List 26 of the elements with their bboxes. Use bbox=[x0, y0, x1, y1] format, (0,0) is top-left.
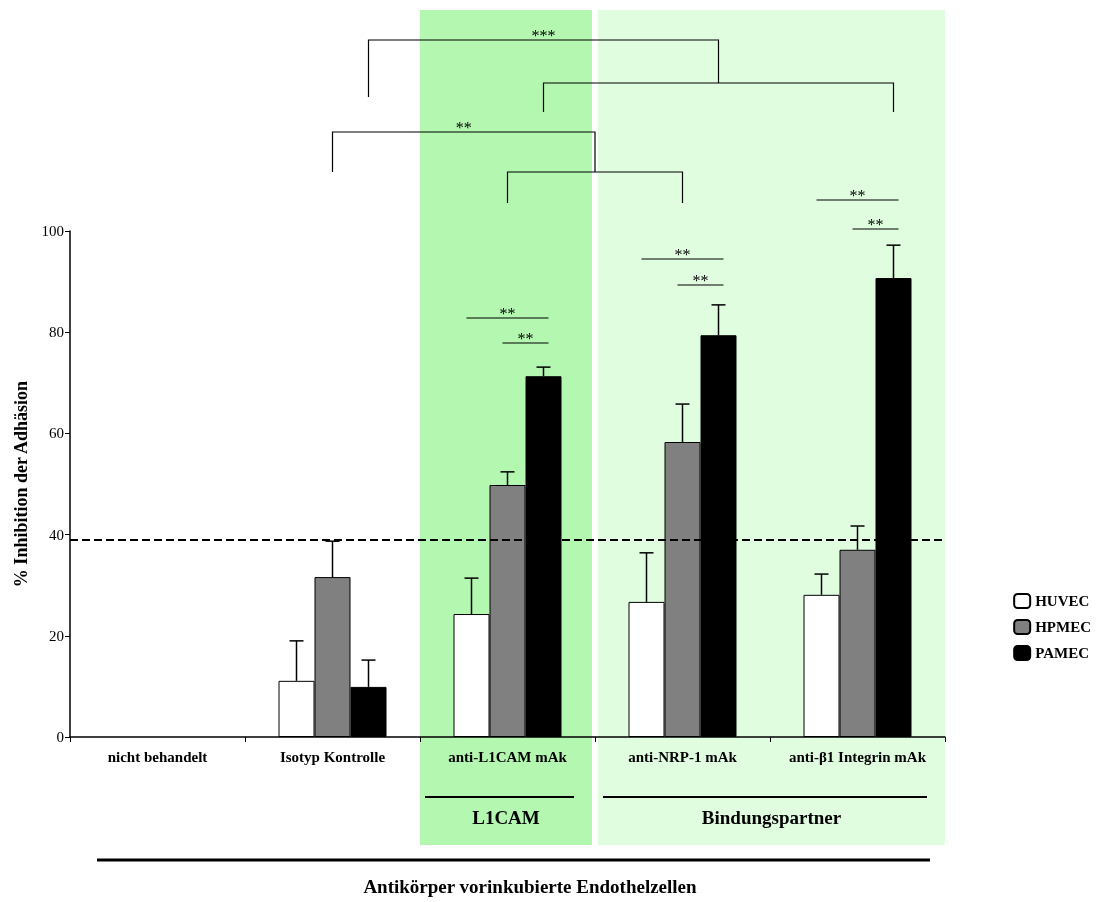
legend-label: HPMEC bbox=[1035, 619, 1091, 635]
annotation: ** bbox=[517, 329, 534, 347]
text: ** bbox=[849, 186, 866, 204]
y-tick-label: 100 bbox=[41, 223, 64, 239]
x-tick-label: nicht behandelt bbox=[107, 748, 208, 765]
text: Antikörper vorinkubierte Endothelzellen bbox=[363, 875, 698, 897]
annotation: ** bbox=[692, 271, 709, 289]
text: *** bbox=[531, 26, 556, 44]
x-tick-label: anti-NRP-1 mAk bbox=[628, 748, 738, 765]
annotation: ** bbox=[499, 304, 516, 322]
band-label: L1CAM bbox=[472, 806, 540, 828]
x-tick-label: Isotyp Kontrolle bbox=[279, 748, 386, 765]
y-tick-label: 80 bbox=[49, 324, 64, 341]
band-label: Bindungspartner bbox=[701, 806, 842, 828]
legend-label: HUVEC bbox=[1035, 593, 1090, 609]
y-tick-label: 0 bbox=[56, 729, 64, 745]
x-tick-label: anti-L1CAM mAk bbox=[448, 748, 568, 765]
annotation: ** bbox=[674, 245, 691, 263]
annotation: ** bbox=[867, 215, 884, 233]
y-tick-label: 40 bbox=[49, 526, 64, 543]
y-tick-label: 20 bbox=[49, 627, 64, 644]
text: ** bbox=[455, 118, 472, 136]
x-tick-label: anti-β1 Integrin mAk bbox=[788, 748, 927, 765]
y-axis-title: % Inhibition der Adhäsion bbox=[11, 380, 31, 588]
legend-label: PAMEC bbox=[1035, 645, 1090, 661]
y-tick-label: 60 bbox=[49, 425, 64, 442]
